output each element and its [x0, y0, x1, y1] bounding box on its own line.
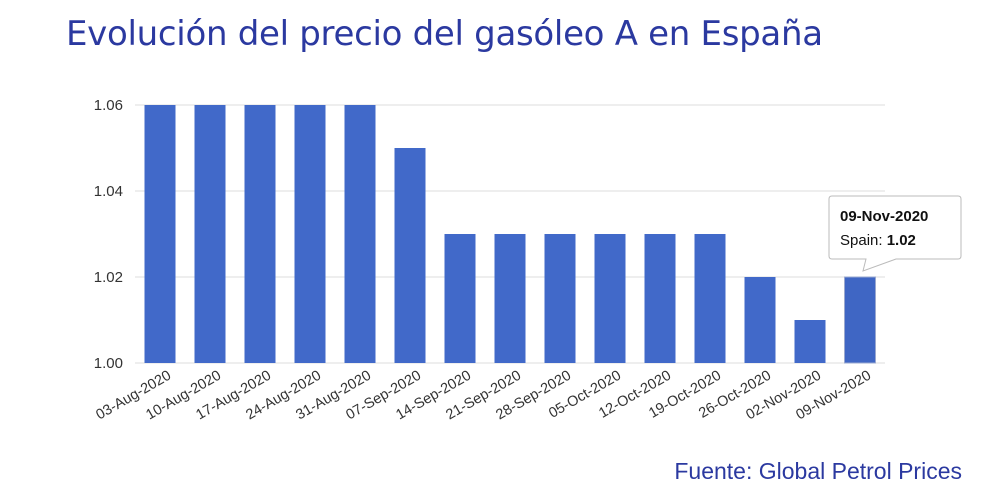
- y-tick-label: 1.04: [94, 183, 123, 200]
- bar[interactable]: [594, 234, 626, 363]
- tooltip-box: [828, 195, 962, 272]
- bar[interactable]: [294, 105, 326, 363]
- bar[interactable]: [794, 320, 826, 363]
- bar[interactable]: [744, 277, 776, 363]
- tooltip: 09-Nov-2020 Spain: 1.02: [828, 195, 962, 272]
- bar[interactable]: [544, 234, 576, 363]
- bar[interactable]: [644, 234, 676, 363]
- tooltip-date: 09-Nov-2020: [840, 208, 928, 225]
- y-axis: 1.00 1.02 1.04 1.06: [94, 97, 123, 372]
- bar[interactable]: [194, 105, 226, 363]
- bar[interactable]: [344, 105, 376, 363]
- y-tick-label: 1.06: [94, 97, 123, 114]
- bar[interactable]: [394, 148, 426, 363]
- y-tick-label: 1.02: [94, 269, 123, 286]
- source-credit: Fuente: Global Petrol Prices: [674, 458, 962, 484]
- y-tick-label: 1.00: [94, 355, 123, 372]
- tooltip-series-label: Spain:: [840, 232, 887, 249]
- bar[interactable]: [244, 105, 276, 363]
- bar[interactable]: [494, 234, 526, 363]
- bar[interactable]: [444, 234, 476, 363]
- tooltip-value: 1.02: [887, 232, 916, 249]
- x-axis: 03-Aug-202010-Aug-202017-Aug-202024-Aug-…: [93, 368, 874, 424]
- bar[interactable]: [144, 105, 176, 363]
- bar[interactable]: [844, 276, 876, 364]
- bars: [144, 105, 876, 364]
- bar[interactable]: [694, 234, 726, 363]
- chart-title: Evolución del precio del gasóleo A en Es…: [66, 14, 823, 54]
- tooltip-series: Spain: 1.02: [840, 232, 916, 249]
